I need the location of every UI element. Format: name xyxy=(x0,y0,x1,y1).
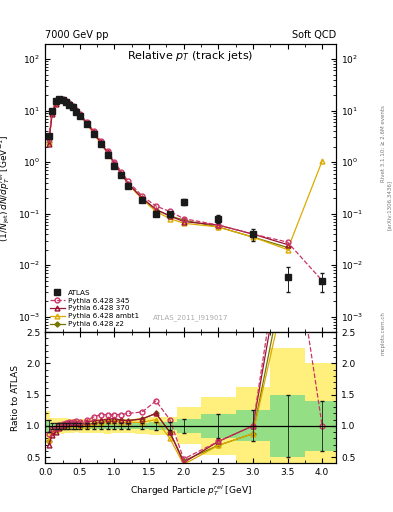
Text: ATLAS_2011_I919017: ATLAS_2011_I919017 xyxy=(153,314,228,321)
X-axis label: Charged Particle $p_T^{rel}$ [GeV]: Charged Particle $p_T^{rel}$ [GeV] xyxy=(130,483,252,498)
Y-axis label: Ratio to ATLAS: Ratio to ATLAS xyxy=(11,365,20,431)
Text: Relative $p_T$ (track jets): Relative $p_T$ (track jets) xyxy=(127,49,254,63)
Text: mcplots.cern.ch: mcplots.cern.ch xyxy=(381,311,386,355)
Text: Soft QCD: Soft QCD xyxy=(292,30,336,40)
Text: Rivet 3.1.10; ≥ 2.6M events: Rivet 3.1.10; ≥ 2.6M events xyxy=(381,105,386,182)
Legend: ATLAS, Pythia 6.428 345, Pythia 6.428 370, Pythia 6.428 ambt1, Pythia 6.428 z2: ATLAS, Pythia 6.428 345, Pythia 6.428 37… xyxy=(49,288,140,329)
Y-axis label: $(1/N_\mathrm{jet})\,dN/dp_T^{rel}$ [GeV$^{-1}$]: $(1/N_\mathrm{jet})\,dN/dp_T^{rel}$ [GeV… xyxy=(0,134,13,242)
Text: 7000 GeV pp: 7000 GeV pp xyxy=(45,30,109,40)
Text: [arXiv:1306.3436]: [arXiv:1306.3436] xyxy=(387,180,391,230)
